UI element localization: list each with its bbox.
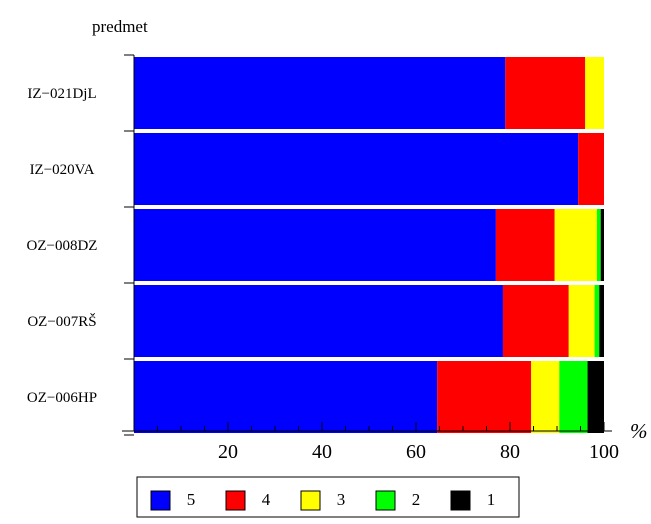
- bar-segment-4-4: [502, 285, 569, 357]
- y-axis-title: predmet: [92, 17, 148, 36]
- legend-label-4: 4: [262, 490, 271, 509]
- legend-label-5: 5: [187, 490, 196, 509]
- bars-group: [134, 57, 604, 433]
- bar-segment-1-3: [600, 209, 604, 281]
- category-label: OZ−006HP: [27, 390, 97, 406]
- bar-segment-5-1: [134, 57, 506, 129]
- category-label: OZ−008DZ: [27, 238, 98, 254]
- x-tick-label: 20: [218, 441, 238, 463]
- bar-segment-4-1: [505, 57, 586, 129]
- legend-swatch-1: [450, 490, 471, 511]
- x-tick-label: 60: [406, 441, 426, 463]
- bar-segment-5-5: [134, 361, 438, 433]
- bar-segment-5-3: [134, 209, 496, 281]
- category-labels: IZ−021DjL IZ−020VA OZ−008DZ OZ−007RŠ OZ−006H…: [27, 86, 98, 406]
- bar-segment-3-5: [531, 361, 560, 433]
- bar-segment-2-5: [559, 361, 588, 433]
- bar-segment-2-3: [596, 209, 601, 281]
- bar-segment-3-3: [554, 209, 597, 281]
- x-axis-unit-label: %: [630, 419, 648, 443]
- legend-swatch-2: [375, 490, 396, 511]
- x-tick-label: 80: [500, 441, 520, 463]
- bar-segment-1-4: [599, 285, 604, 357]
- category-label: IZ−020VA: [30, 162, 95, 178]
- bar-segment-4-3: [495, 209, 555, 281]
- legend-label-1: 1: [487, 490, 496, 509]
- legend-label-3: 3: [337, 490, 346, 509]
- legend-label-2: 2: [412, 490, 421, 509]
- bar-segment-5-2: [134, 133, 579, 205]
- category-label: IZ−021DjL: [27, 86, 96, 102]
- legend-swatch-4: [225, 490, 246, 511]
- legend: 5 4 3 2 1: [136, 476, 520, 518]
- legend-swatch-3: [300, 490, 321, 511]
- x-axis-ticks: 20 40 60 80 100: [122, 54, 619, 463]
- bar-segment-3-1: [585, 57, 604, 129]
- bar-segment-2-4: [594, 285, 600, 357]
- legend-swatch-5: [150, 490, 171, 511]
- bar-segment-4-5: [437, 361, 532, 433]
- bar-segment-4-2: [578, 133, 604, 205]
- bar-segment-5-4: [134, 285, 503, 357]
- bar-segment-1-5: [587, 361, 604, 433]
- x-tick-label: 40: [312, 441, 332, 463]
- bar-segment-3-4: [568, 285, 595, 357]
- x-tick-label: 100: [589, 441, 619, 463]
- category-label: OZ−007RŠ: [27, 313, 96, 330]
